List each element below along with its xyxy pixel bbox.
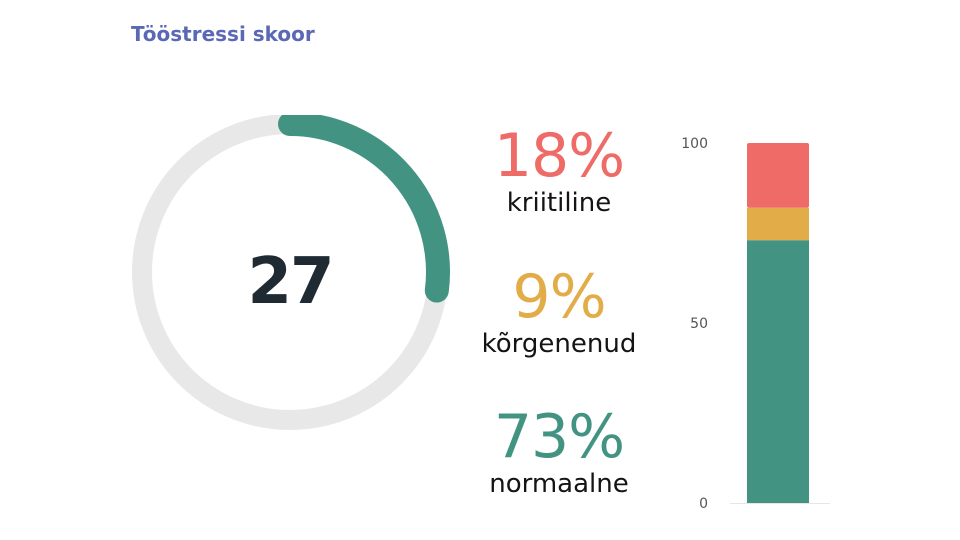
stat-percent: 18%	[493, 121, 625, 191]
y-tick-label: 50	[690, 316, 708, 332]
gauge-value: 27	[247, 245, 332, 319]
bar-segment-kriitiline	[747, 143, 809, 208]
y-tick-label: 0	[699, 496, 708, 512]
stat-normal: 73% normaalne	[429, 405, 689, 499]
stat-label: kriitiline	[506, 188, 612, 218]
bar-segment-kõrgenenud	[747, 207, 809, 241]
bar-segment-normaalne	[747, 240, 809, 503]
stat-percent: 9%	[512, 262, 606, 332]
stat-critical: 18% kriitiline	[429, 124, 689, 218]
stacked-bar-chart: 0 50 100	[681, 136, 830, 512]
stat-label: kõrgenenud	[481, 329, 637, 359]
gauge-fill-arc	[278, 115, 450, 303]
stat-label: normaalne	[489, 469, 629, 499]
y-tick-label: 100	[681, 136, 708, 152]
chart-title: Tööstressi skoor	[131, 22, 315, 46]
stat-percent: 73%	[493, 402, 625, 472]
score-gauge: 27	[132, 115, 450, 430]
stat-elevated: 9% kõrgenenud	[429, 265, 689, 359]
